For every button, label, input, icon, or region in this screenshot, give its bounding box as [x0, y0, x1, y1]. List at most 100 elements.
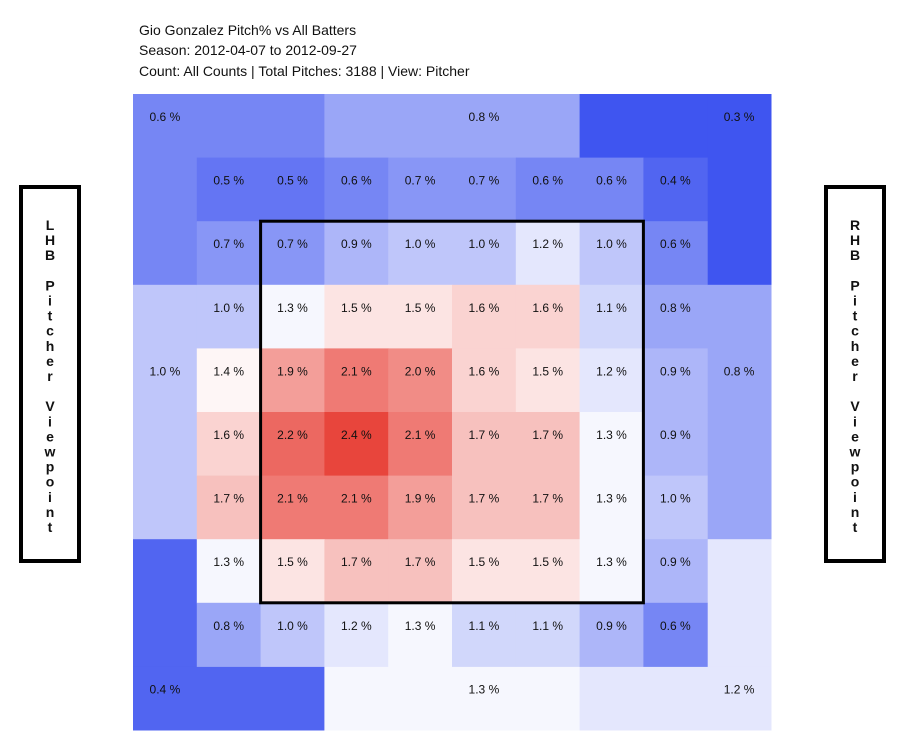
heat-cell: [324, 539, 389, 604]
heat-cell: [452, 539, 517, 604]
heat-cell: [452, 602, 517, 667]
cell-label: 1.5 %: [341, 301, 372, 315]
zone-label: 1.3 %: [469, 682, 500, 696]
chart-subtitle: Season: 2012-04-07 to 2012-09-27: [139, 42, 357, 58]
cell-label: 1.7 %: [532, 428, 563, 442]
cell-label: 2.4 %: [341, 428, 372, 442]
cell-label: 1.7 %: [469, 428, 500, 442]
cell-label: 1.2 %: [341, 619, 372, 633]
heat-cell: [515, 284, 581, 349]
heat-cell: [452, 221, 517, 286]
cell-label: 0.8 %: [213, 619, 244, 633]
heat-cell: [579, 284, 644, 349]
cell-label: 1.6 %: [532, 301, 563, 315]
heat-cell: [452, 412, 517, 477]
cell-label: 1.7 %: [213, 492, 244, 506]
cell-label: 1.1 %: [596, 301, 627, 315]
cell-label: 1.5 %: [532, 364, 563, 378]
cell-label: 1.7 %: [532, 492, 563, 506]
cell-label: 1.5 %: [469, 555, 500, 569]
cell-label: 1.6 %: [469, 364, 500, 378]
heat-cell: [324, 157, 389, 222]
heat-cell: [196, 157, 262, 222]
heat-cell: [388, 539, 453, 604]
heat-cell: [260, 539, 325, 604]
cell-label: 2.1 %: [405, 428, 436, 442]
cell-label: 1.0 %: [213, 301, 244, 315]
heat-cell: [324, 412, 389, 477]
heat-cell: [388, 475, 453, 540]
heat-cell: [260, 602, 325, 667]
heat-cell: [643, 475, 708, 540]
heat-cell: [196, 348, 262, 413]
heat-cell: [196, 602, 262, 667]
heat-cell: [452, 348, 517, 413]
cell-label: 0.7 %: [469, 174, 500, 188]
cell-label: 1.0 %: [277, 619, 308, 633]
heat-cell: [260, 348, 325, 413]
cell-label: 0.7 %: [405, 174, 436, 188]
cell-label: 0.9 %: [660, 555, 691, 569]
cell-label: 1.1 %: [469, 619, 500, 633]
zone-cell: [133, 284, 198, 540]
cell-label: 0.5 %: [277, 174, 308, 188]
heat-cell: [515, 157, 581, 222]
cell-label: 1.0 %: [405, 237, 436, 251]
cell-label: 1.9 %: [405, 492, 436, 506]
heat-cell: [579, 221, 644, 286]
zone-label: 0.3 %: [724, 110, 755, 124]
zone-label: 0.8 %: [469, 110, 500, 124]
cell-label: 1.9 %: [277, 364, 308, 378]
heat-cell: [579, 602, 644, 667]
heat-cell: [196, 221, 262, 286]
cell-label: 1.5 %: [532, 555, 563, 569]
heat-cell: [643, 284, 708, 349]
side-box: [824, 185, 886, 563]
heat-cell: [643, 412, 708, 477]
heat-cell: [579, 539, 644, 604]
cell-label: 0.9 %: [341, 237, 372, 251]
cell-label: 1.1 %: [532, 619, 563, 633]
cell-label: 0.6 %: [660, 237, 691, 251]
heat-cell: [324, 348, 389, 413]
heat-cell: [196, 412, 262, 477]
chart-subtitle: Count: All Counts | Total Pitches: 3188 …: [139, 63, 470, 79]
heat-cell: [579, 475, 644, 540]
heat-cell: [515, 602, 581, 667]
zone-label: 1.2 %: [724, 682, 755, 696]
heat-cell: [579, 157, 644, 222]
cell-label: 1.7 %: [405, 555, 436, 569]
heat-cell: [388, 348, 453, 413]
heat-cell: [260, 475, 325, 540]
cell-label: 2.1 %: [341, 492, 372, 506]
cell-label: 2.0 %: [405, 364, 436, 378]
zone-cell: [707, 284, 772, 540]
strike-zone: [259, 219, 645, 605]
cell-label: 0.9 %: [596, 619, 627, 633]
cell-label: 1.0 %: [596, 237, 627, 251]
cell-label: 1.3 %: [596, 555, 627, 569]
zone-cell: [324, 666, 581, 731]
zone-label: 1.0 %: [150, 364, 181, 378]
heat-cell: [515, 539, 581, 604]
cell-label: 0.9 %: [660, 364, 691, 378]
heat-cell: [324, 602, 389, 667]
zone-cell: [324, 94, 581, 159]
cell-label: 0.8 %: [660, 301, 691, 315]
cell-label: 0.6 %: [341, 174, 372, 188]
cell-label: 2.1 %: [277, 492, 308, 506]
heat-cell: [260, 221, 325, 286]
cell-label: 1.3 %: [405, 619, 436, 633]
cell-label: 1.5 %: [405, 301, 436, 315]
heat-cell: [643, 221, 708, 286]
heat-cell: [579, 348, 644, 413]
cell-label: 1.2 %: [532, 237, 563, 251]
cell-label: 1.3 %: [277, 301, 308, 315]
cell-label: 1.0 %: [660, 492, 691, 506]
heat-cell: [388, 412, 453, 477]
heat-cell: [324, 284, 389, 349]
zone-cell: [579, 666, 772, 731]
heat-cell: [515, 348, 581, 413]
